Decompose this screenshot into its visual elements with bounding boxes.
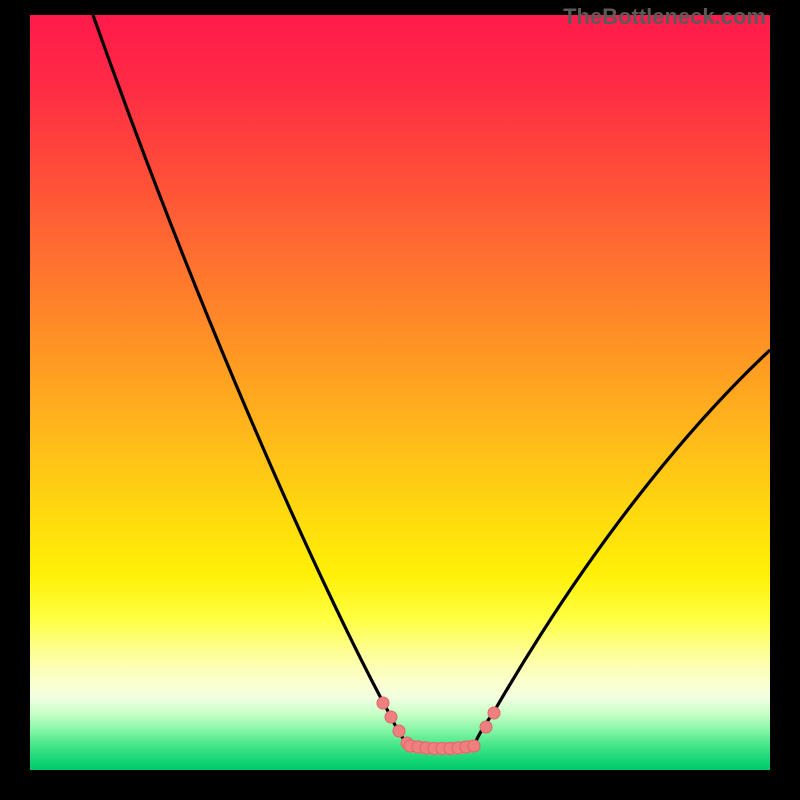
marker-bead: [468, 740, 480, 752]
marker-bead: [480, 721, 492, 733]
watermark-text: TheBottleneck.com: [563, 4, 766, 30]
chart-frame: TheBottleneck.com: [0, 0, 800, 800]
marker-bead: [385, 711, 397, 723]
marker-bead: [377, 697, 389, 709]
marker-bead: [393, 725, 405, 737]
marker-bead: [488, 707, 500, 719]
plot-area: [30, 15, 770, 770]
gradient-background: [30, 15, 770, 770]
plot-svg: [30, 15, 770, 770]
